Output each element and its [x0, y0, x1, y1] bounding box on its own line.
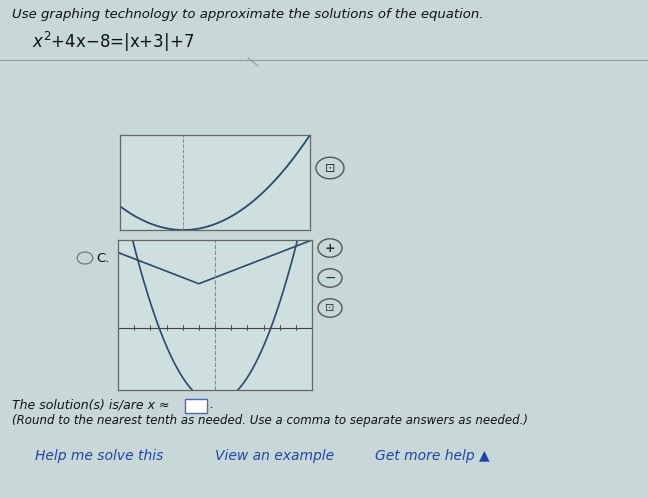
Text: −: −: [324, 271, 336, 285]
Text: Help me solve this: Help me solve this: [35, 449, 163, 463]
Text: ⊡: ⊡: [325, 303, 334, 313]
Text: +: +: [325, 242, 335, 254]
Text: .: .: [209, 398, 213, 411]
Text: The solution(s) is/are x ≈: The solution(s) is/are x ≈: [12, 398, 174, 411]
Text: (Round to the nearest tenth as needed. Use a comma to separate answers as needed: (Round to the nearest tenth as needed. U…: [12, 414, 528, 427]
Text: Use graphing technology to approximate the solutions of the equation.: Use graphing technology to approximate t…: [12, 8, 483, 21]
FancyBboxPatch shape: [185, 399, 207, 413]
Text: View an example: View an example: [215, 449, 334, 463]
Text: $x^2$+4x−8=|x+3|+7: $x^2$+4x−8=|x+3|+7: [32, 30, 194, 54]
Text: Get more help ▲: Get more help ▲: [375, 449, 490, 463]
Text: ⊡: ⊡: [325, 161, 335, 174]
Text: C.: C.: [96, 251, 110, 264]
